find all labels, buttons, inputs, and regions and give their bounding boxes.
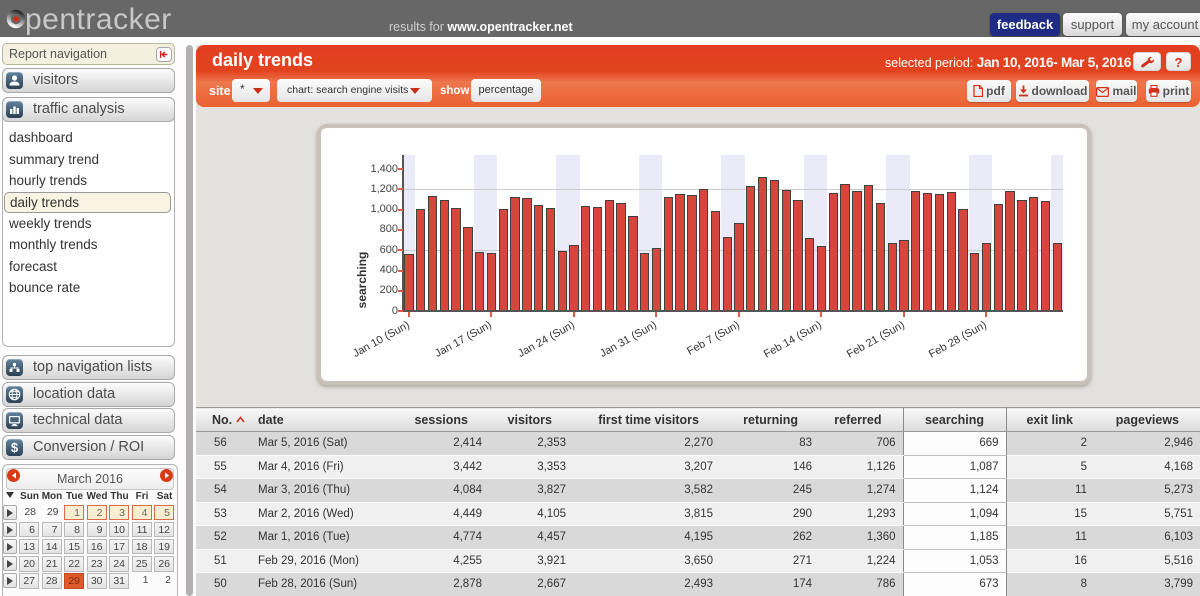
svg-text:$: $	[11, 440, 19, 455]
